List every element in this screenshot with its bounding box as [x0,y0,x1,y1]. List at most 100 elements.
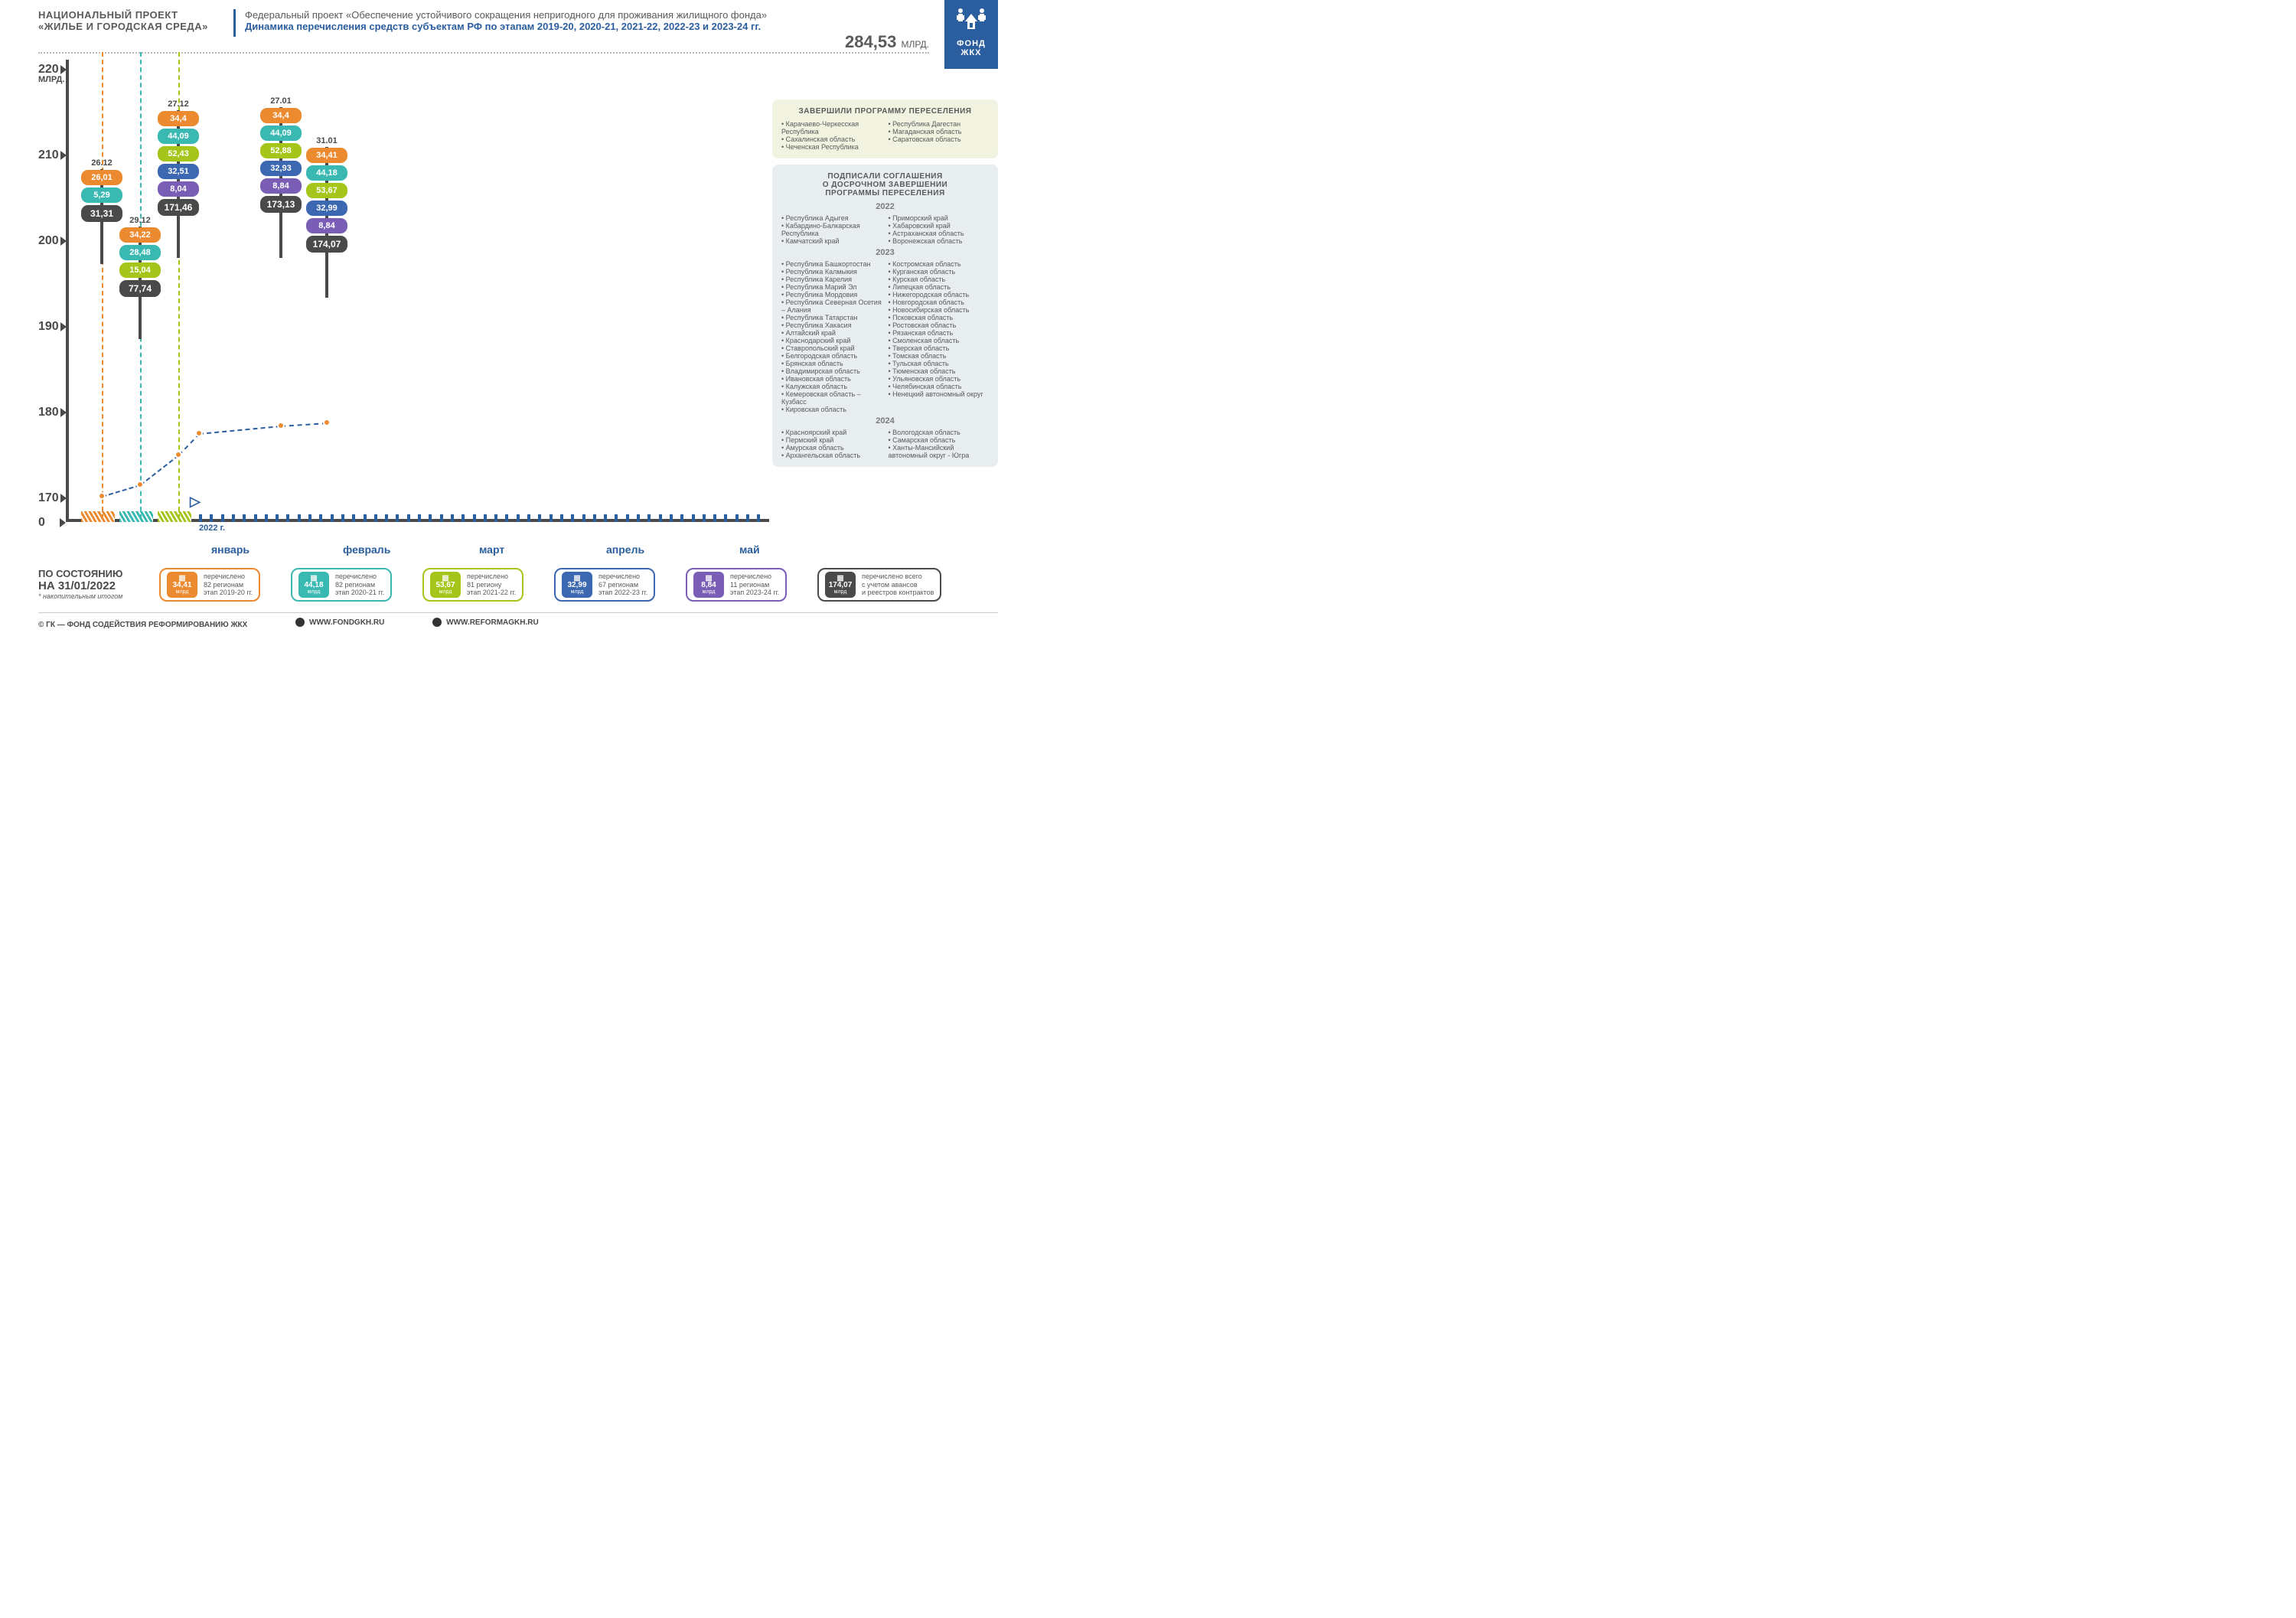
trend-dot [195,429,203,437]
completed-col-2: Республика ДагестанМагаданская областьСа… [889,120,990,151]
legend-text: перечислено67 регионамэтап 2022-23 гг. [598,572,647,597]
list-item: Республика Хакасия [781,321,882,329]
trend-dot [323,419,331,426]
year-label: 2020 г. [119,527,153,534]
x-tick [550,514,553,522]
list-item: Краснодарский край [781,337,882,344]
logo: ФОНДЖКХ [944,0,998,69]
y-tick: 220 [38,63,66,77]
stack-segment: 5,29 [81,188,122,203]
year-2022: 2022 г. [199,524,225,533]
subtitle-1: Федеральный проект «Обеспечение устойчив… [245,9,767,21]
list-item: Вологодская область [889,429,990,436]
trend-dot [174,451,182,458]
stack-date: 29.12 [119,216,161,225]
dot-icon [295,618,305,627]
trend-dot [136,481,144,488]
list-item: Республика Адыгея [781,214,882,222]
x-tick [461,514,465,522]
x-tick [276,514,279,522]
x-tick [703,514,706,522]
legend-item: ≣34,41млрдперечислено82 регионамэтап 201… [159,568,260,602]
y-tick: 170 [38,491,66,505]
coins-icon: ≣ [442,575,449,581]
year-block [158,511,191,522]
list-item: Нижегородская область [889,291,990,298]
list-item: Кировская область [781,406,882,413]
stack-segment: 34,41 [306,148,347,163]
list-item: Томская область [889,352,990,360]
stack-date: 27.12 [158,99,199,109]
year-label: 2019 г. [81,527,115,534]
stack-segment: 44,09 [158,129,199,144]
footer: © ГК — ФОНД СОДЕЙСТВИЯ РЕФОРМИРОВАНИЮ ЖК… [38,612,998,629]
stack-segment: 15,04 [119,263,161,278]
list-item: Астраханская область [889,230,990,237]
legend-text: перечислено11 регионамэтап 2023-24 гг. [730,572,779,597]
logo-text: ФОНДЖКХ [944,39,998,57]
year-label: 2021 г. [158,527,191,534]
total-unit: МЛРД. [901,39,929,50]
stack-segment: 52,88 [260,143,302,158]
x-tick [659,514,662,522]
x-tick [221,514,224,522]
stack-segment: 28,48 [119,245,161,260]
list-item: Республика Башкортостан [781,260,882,268]
copyright: © ГК — ФОНД СОДЕЙСТВИЯ РЕФОРМИРОВАНИЮ ЖК… [38,621,247,629]
trend-dot [98,492,106,500]
list-item: Новосибирская область [889,306,990,314]
stack-segment: 31,31 [81,205,122,222]
y-tick: 210 [38,148,66,162]
y-axis [66,60,69,522]
list-item: Пермский край [781,436,882,444]
list-item: Владимирская область [781,367,882,375]
x-tick [319,514,322,522]
list-item: Республика Северная Осетия – Алания [781,298,882,314]
legend-text: перечислено всегос учетом авансови реест… [862,572,934,597]
list-item: Липецкая область [889,283,990,291]
stack-segment: 52,43 [158,146,199,161]
list-item: Приморский край [889,214,990,222]
stack-date: 31.01 [306,136,347,145]
x-tick [308,514,311,522]
list-item: Архангельская область [781,452,882,459]
month-label: февраль [343,543,390,556]
legend-text: перечислено82 регионамэтап 2020-21 гг. [335,572,384,597]
coins-icon: ≣ [178,575,186,581]
data-stack: 27.0134,444,0952,8832,938,84173,13 [260,96,302,215]
header-rule [38,52,929,54]
legend-item: ≣8,84млрдперечислено11 регионамэтап 2023… [686,568,787,602]
total-value: 284,53 МЛРД. [845,32,929,52]
x-tick [494,514,497,522]
x-tick [757,514,760,522]
stack-segment: 34,4 [158,111,199,126]
x-tick [692,514,695,522]
list-item: Ульяновская область [889,375,990,383]
stack-segment: 32,51 [158,164,199,179]
x-tick [484,514,487,522]
completed-title: ЗАВЕРШИЛИ ПРОГРАММУ ПЕРЕСЕЛЕНИЯ [781,107,989,116]
y-tick: 200 [38,234,66,248]
stack-date: 26.12 [81,158,122,168]
x-tick [527,514,530,522]
list-item: Магаданская область [889,128,990,135]
stack-segment: 44,09 [260,126,302,141]
x-tick [440,514,443,522]
year-2024-label: 2024 [781,416,989,426]
x-tick [626,514,629,522]
dot-icon [432,618,442,627]
list-item: Камчатский край [781,237,882,245]
x-tick [364,514,367,522]
list-item: Республика Дагестан [889,120,990,128]
list-item: Рязанская область [889,329,990,337]
agreements-title: ПОДПИСАЛИ СОГЛАШЕНИЯ О ДОСРОЧНОМ ЗАВЕРШЕ… [781,172,989,197]
list-item: Ставропольский край [781,344,882,352]
stack-segment: 44,18 [306,165,347,181]
status-line-2: НА 31/01/2022 [38,579,122,592]
stack-segment: 8,84 [306,218,347,233]
coins-icon: ≣ [573,575,581,581]
header-separator [233,9,236,37]
legend-badge: ≣44,18млрд [298,572,329,598]
year-block [119,511,153,522]
status-line-3: * накопительным итогом [38,592,122,600]
